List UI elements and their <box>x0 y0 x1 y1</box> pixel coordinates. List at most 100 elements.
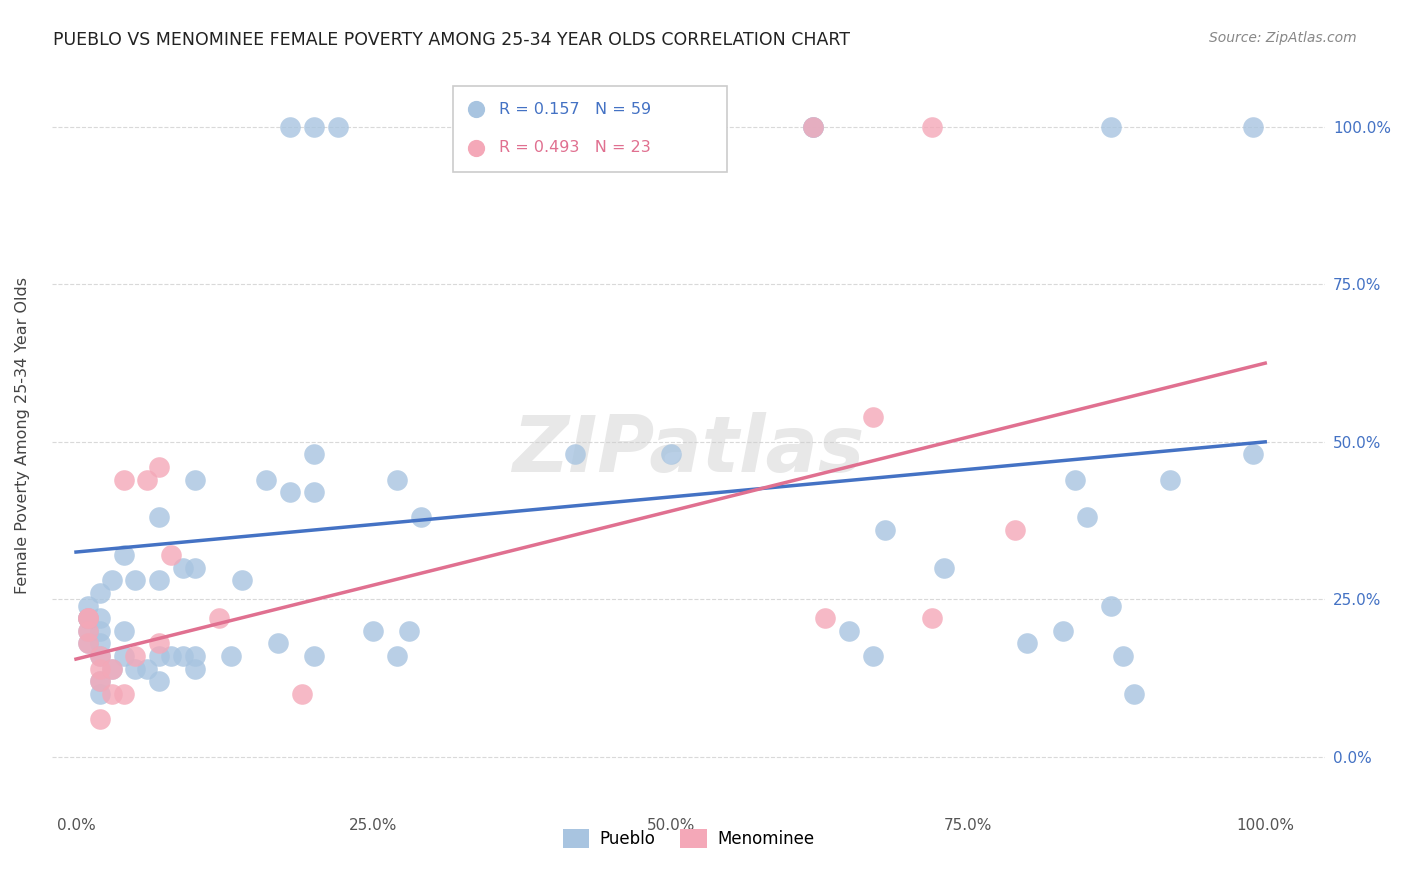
Point <box>148 460 170 475</box>
Point <box>254 473 277 487</box>
Point <box>302 120 325 134</box>
Legend: Pueblo, Menominee: Pueblo, Menominee <box>557 822 821 855</box>
Point <box>100 687 122 701</box>
Point <box>1017 636 1039 650</box>
Point <box>148 574 170 588</box>
Point <box>385 648 408 663</box>
Point <box>184 661 207 675</box>
Y-axis label: Female Poverty Among 25-34 Year Olds: Female Poverty Among 25-34 Year Olds <box>15 277 30 594</box>
Point <box>208 611 231 625</box>
Text: Source: ZipAtlas.com: Source: ZipAtlas.com <box>1209 31 1357 45</box>
Point <box>89 611 111 625</box>
Point <box>89 636 111 650</box>
Point <box>302 648 325 663</box>
Point <box>77 611 100 625</box>
Point <box>1123 687 1146 701</box>
Point <box>932 561 955 575</box>
Point <box>77 636 100 650</box>
Point <box>112 548 135 562</box>
Point <box>124 648 146 663</box>
Point <box>77 636 100 650</box>
Point <box>112 624 135 638</box>
Point <box>1004 523 1026 537</box>
Point <box>1099 120 1122 134</box>
Text: R = 0.493   N = 23: R = 0.493 N = 23 <box>499 140 651 155</box>
Point <box>89 648 111 663</box>
Point <box>1159 473 1181 487</box>
Point <box>278 120 301 134</box>
Point <box>219 648 242 663</box>
Point <box>89 648 111 663</box>
Point <box>873 523 896 537</box>
Point <box>89 674 111 689</box>
Point <box>564 447 586 461</box>
Point <box>77 624 100 638</box>
Point <box>136 473 159 487</box>
Point <box>1111 648 1133 663</box>
Point <box>184 473 207 487</box>
Point <box>801 120 824 134</box>
Point <box>77 611 100 625</box>
Point <box>862 648 884 663</box>
Point <box>89 687 111 701</box>
Point <box>1099 599 1122 613</box>
Point <box>659 447 682 461</box>
Text: PUEBLO VS MENOMINEE FEMALE POVERTY AMONG 25-34 YEAR OLDS CORRELATION CHART: PUEBLO VS MENOMINEE FEMALE POVERTY AMONG… <box>53 31 851 49</box>
Point <box>461 159 484 173</box>
Point <box>838 624 860 638</box>
Point <box>1241 120 1264 134</box>
Point <box>77 611 100 625</box>
Point <box>326 120 349 134</box>
Point <box>77 624 100 638</box>
Point <box>160 648 183 663</box>
Point <box>862 409 884 424</box>
Point <box>77 599 100 613</box>
FancyBboxPatch shape <box>453 87 727 172</box>
Point <box>100 661 122 675</box>
Point <box>184 648 207 663</box>
Text: ZIPatlas: ZIPatlas <box>512 412 865 489</box>
Point <box>385 473 408 487</box>
Point <box>89 674 111 689</box>
Point <box>148 648 170 663</box>
Point <box>801 120 824 134</box>
Point <box>136 661 159 675</box>
Point <box>112 473 135 487</box>
Point <box>100 574 122 588</box>
Point <box>302 485 325 500</box>
Point <box>231 574 253 588</box>
Point <box>1076 510 1098 524</box>
Point <box>409 510 432 524</box>
Point <box>1241 447 1264 461</box>
Point <box>124 661 146 675</box>
Point <box>77 611 100 625</box>
Point <box>291 687 314 701</box>
Point <box>363 624 385 638</box>
Point <box>921 120 943 134</box>
Point <box>184 561 207 575</box>
Point <box>1052 624 1074 638</box>
Text: R = 0.157   N = 59: R = 0.157 N = 59 <box>499 102 651 117</box>
Point <box>302 447 325 461</box>
Point <box>172 648 194 663</box>
Point <box>801 120 824 134</box>
Point <box>921 611 943 625</box>
Point <box>398 624 420 638</box>
Point <box>1064 473 1087 487</box>
Point <box>278 485 301 500</box>
Point <box>89 624 111 638</box>
Point <box>148 674 170 689</box>
Point <box>112 648 135 663</box>
Point <box>172 561 194 575</box>
Point <box>267 636 290 650</box>
Point <box>112 687 135 701</box>
Point <box>89 712 111 726</box>
Point <box>148 636 170 650</box>
Point <box>461 191 484 205</box>
Point <box>89 661 111 675</box>
Point <box>814 611 837 625</box>
Point <box>148 510 170 524</box>
Point <box>160 548 183 562</box>
Point <box>89 586 111 600</box>
Point <box>100 661 122 675</box>
